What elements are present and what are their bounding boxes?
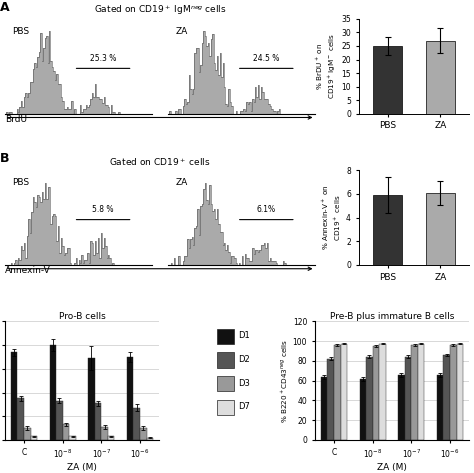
Text: 6.1%: 6.1% (257, 205, 276, 214)
X-axis label: BrdU: BrdU (5, 115, 27, 124)
Bar (373, 46, 402, 114)
Bar (69, 436, 76, 440)
Y-axis label: % BrDU$^+$ on
CD19$^+$IgM$^-$ cells: % BrDU$^+$ on CD19$^+$IgM$^-$ cells (315, 33, 338, 99)
Text: Gated on CD19$^+$ IgM$^{neg}$ cells: Gated on CD19$^+$ IgM$^{neg}$ cells (94, 3, 227, 17)
Bar (127, 357, 133, 440)
Bar (50, 345, 56, 440)
Text: D7: D7 (238, 402, 250, 411)
X-axis label: ZA (M): ZA (M) (67, 463, 97, 472)
Bar (321, 377, 328, 440)
Text: D1: D1 (238, 331, 249, 340)
Bar (88, 358, 95, 440)
Bar (24, 428, 31, 440)
Text: A: A (0, 1, 9, 14)
Bar (405, 357, 411, 440)
Bar (11, 352, 18, 440)
Bar (426, 41, 455, 114)
Bar (426, 193, 455, 265)
Text: ZA: ZA (175, 178, 188, 187)
Text: Gated on CD19$^+$ cells: Gated on CD19$^+$ cells (109, 156, 211, 168)
Text: 25.3 %: 25.3 % (90, 54, 116, 63)
Text: PBS: PBS (12, 178, 29, 187)
Bar (373, 346, 379, 440)
Bar (373, 195, 402, 265)
Bar (398, 375, 405, 440)
Bar (334, 345, 341, 440)
Text: PBS: PBS (12, 26, 29, 35)
Bar (443, 355, 450, 440)
Text: ZA: ZA (175, 26, 188, 35)
Bar (456, 343, 463, 440)
Title: Pro-B cells: Pro-B cells (59, 312, 105, 321)
Bar (31, 436, 37, 440)
Bar (63, 424, 69, 440)
Text: 24.5 %: 24.5 % (253, 54, 280, 63)
Bar (411, 345, 418, 440)
Text: 5.8 %: 5.8 % (92, 205, 114, 214)
Bar (218, 376, 234, 391)
Y-axis label: % Annexin-V$^+$ on
CD19$^+$ cells: % Annexin-V$^+$ on CD19$^+$ cells (321, 185, 343, 250)
Bar (56, 401, 63, 440)
Bar (95, 403, 101, 440)
Bar (218, 329, 234, 344)
Bar (218, 352, 234, 368)
Bar (418, 343, 424, 440)
X-axis label: ZA (M): ZA (M) (377, 463, 407, 472)
Text: B: B (0, 152, 9, 166)
Title: Pre-B plus immature B cells: Pre-B plus immature B cells (330, 312, 454, 321)
Bar (328, 359, 334, 440)
Bar (133, 408, 140, 440)
Y-axis label: % B220$^+$CD43$^{neg}$ cells: % B220$^+$CD43$^{neg}$ cells (280, 339, 290, 423)
Bar (360, 379, 366, 440)
X-axis label: Annexin-V: Annexin-V (5, 266, 51, 275)
Text: D2: D2 (238, 355, 249, 364)
Bar (140, 428, 146, 440)
Text: D3: D3 (238, 378, 250, 387)
Bar (437, 375, 443, 440)
Bar (341, 343, 347, 440)
Bar (146, 438, 153, 440)
Bar (366, 357, 373, 440)
Bar (218, 400, 234, 415)
Bar (101, 427, 108, 440)
Bar (379, 343, 386, 440)
Bar (18, 398, 24, 440)
Bar (450, 345, 456, 440)
Bar (108, 436, 114, 440)
